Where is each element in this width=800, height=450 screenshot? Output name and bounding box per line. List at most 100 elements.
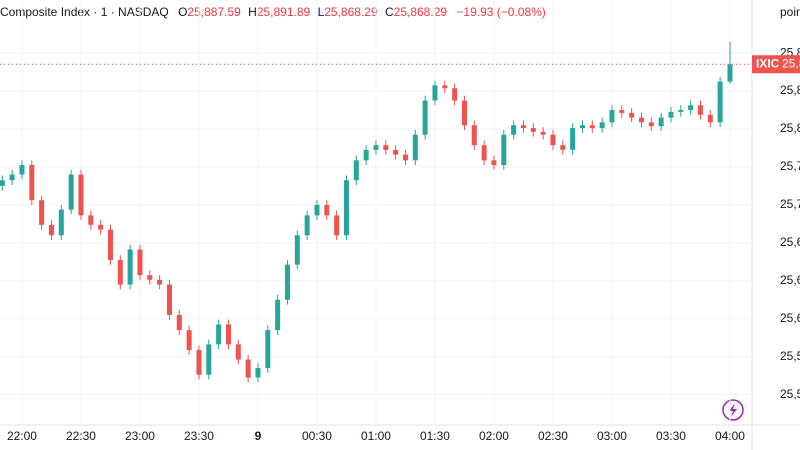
symbol-badge: IXIC <box>756 56 780 70</box>
price-badge <box>752 55 800 74</box>
candle-body <box>461 100 467 126</box>
candle-body <box>157 279 163 285</box>
candle-body <box>216 324 222 345</box>
candle-body <box>107 229 113 260</box>
candle-body <box>58 209 64 236</box>
candle-body <box>294 235 300 265</box>
replay-glyph[interactable] <box>729 403 737 417</box>
candle-body <box>629 112 635 118</box>
x-tick-label: 22:00 <box>7 429 37 443</box>
y-tick-label: 25,560.00 <box>780 349 800 363</box>
candle-body <box>284 264 290 300</box>
candle-body <box>442 85 448 89</box>
candle-body <box>638 117 644 123</box>
y-tick-label: 25,720.00 <box>780 197 800 211</box>
y-tick-label: 25,760.00 <box>780 159 800 173</box>
x-tick-label: 9 <box>255 429 262 443</box>
candle-body <box>206 344 212 375</box>
candle-body <box>658 117 664 127</box>
candle-body <box>275 299 281 331</box>
candle-body <box>599 122 605 129</box>
candle-body <box>225 324 231 345</box>
candle-body <box>48 224 54 236</box>
candle-body <box>619 110 625 113</box>
candle-body <box>432 85 438 101</box>
candle-body <box>343 180 349 236</box>
candle-body <box>570 128 576 150</box>
x-tick-label: 23:00 <box>125 429 155 443</box>
y-tick-label: 25,680.00 <box>780 235 800 249</box>
x-tick-label: 22:30 <box>66 429 96 443</box>
candle-body <box>334 215 340 236</box>
candle-body <box>324 204 330 216</box>
candle-body <box>540 131 546 135</box>
ohlc-value: 25,868.29 <box>394 5 448 19</box>
candle-body <box>550 134 556 146</box>
x-tick-label: 01:30 <box>420 429 450 443</box>
symbol-name: Composite Index · 1 · NASDAQ <box>0 5 169 19</box>
candle-body <box>609 110 615 123</box>
candle-body <box>678 110 684 112</box>
candle-body <box>668 111 674 118</box>
y-tick-label: 25,800.00 <box>780 121 800 135</box>
candle-body <box>255 368 261 378</box>
legend-line: Composite Index · 1 · NASDAQ O25,887.59 … <box>0 5 546 19</box>
candle-body <box>117 259 123 285</box>
candle-body <box>363 149 369 161</box>
candle-body <box>471 125 477 146</box>
ohlc-label: O <box>178 5 187 19</box>
x-tick-label: 01:00 <box>361 429 391 443</box>
y-tick-label: 25,840.00 <box>780 83 800 97</box>
x-tick-label: 02:30 <box>538 429 568 443</box>
candle-body <box>9 174 15 181</box>
candle-body <box>452 88 458 101</box>
candle-body <box>176 314 182 331</box>
change-value: −19.93 (−0.08%) <box>456 5 545 19</box>
candle-body <box>688 105 694 111</box>
candle-body <box>697 105 703 115</box>
candle-body <box>589 125 595 129</box>
candle-body <box>393 149 399 155</box>
x-tick-label: 03:30 <box>656 429 686 443</box>
candle-body <box>304 215 310 236</box>
candle-body <box>137 249 143 276</box>
candle-body <box>147 275 153 280</box>
candle-body <box>530 128 536 132</box>
candle-body <box>717 81 723 123</box>
candle-body <box>314 204 320 216</box>
candle-body <box>511 125 517 135</box>
replay-button[interactable] <box>722 399 744 421</box>
ohlc-label: C <box>385 5 394 19</box>
candle-body <box>265 330 271 369</box>
candle-body <box>78 174 84 216</box>
candle-body <box>481 145 487 161</box>
x-tick-label: 04:00 <box>715 429 745 443</box>
candle-body <box>579 125 585 129</box>
candle-body <box>235 344 241 360</box>
x-tick-label: 03:00 <box>597 429 627 443</box>
candle-body <box>560 145 566 150</box>
candle-body <box>422 100 428 135</box>
candle-body <box>383 145 389 150</box>
candle-body <box>29 165 35 201</box>
candle-body <box>166 284 172 315</box>
candle-body <box>353 160 359 181</box>
candle-body <box>402 154 408 161</box>
x-tick-label: 02:00 <box>479 429 509 443</box>
ohlc-value: 25,887.59 <box>187 5 241 19</box>
candle-body <box>0 180 5 186</box>
candle-body <box>707 114 713 123</box>
candle-body <box>39 200 45 225</box>
x-tick-label: 23:30 <box>184 429 214 443</box>
candle-body <box>196 350 202 375</box>
candle-body <box>127 249 133 285</box>
ohlc-value: 25,891.89 <box>257 5 311 19</box>
y-tick-label: 25,600.00 <box>780 311 800 325</box>
candle-body <box>520 125 526 129</box>
candle-body <box>491 160 497 166</box>
candle-body <box>245 359 251 378</box>
candle-body <box>727 64 733 82</box>
ohlc-label: L <box>318 5 325 19</box>
